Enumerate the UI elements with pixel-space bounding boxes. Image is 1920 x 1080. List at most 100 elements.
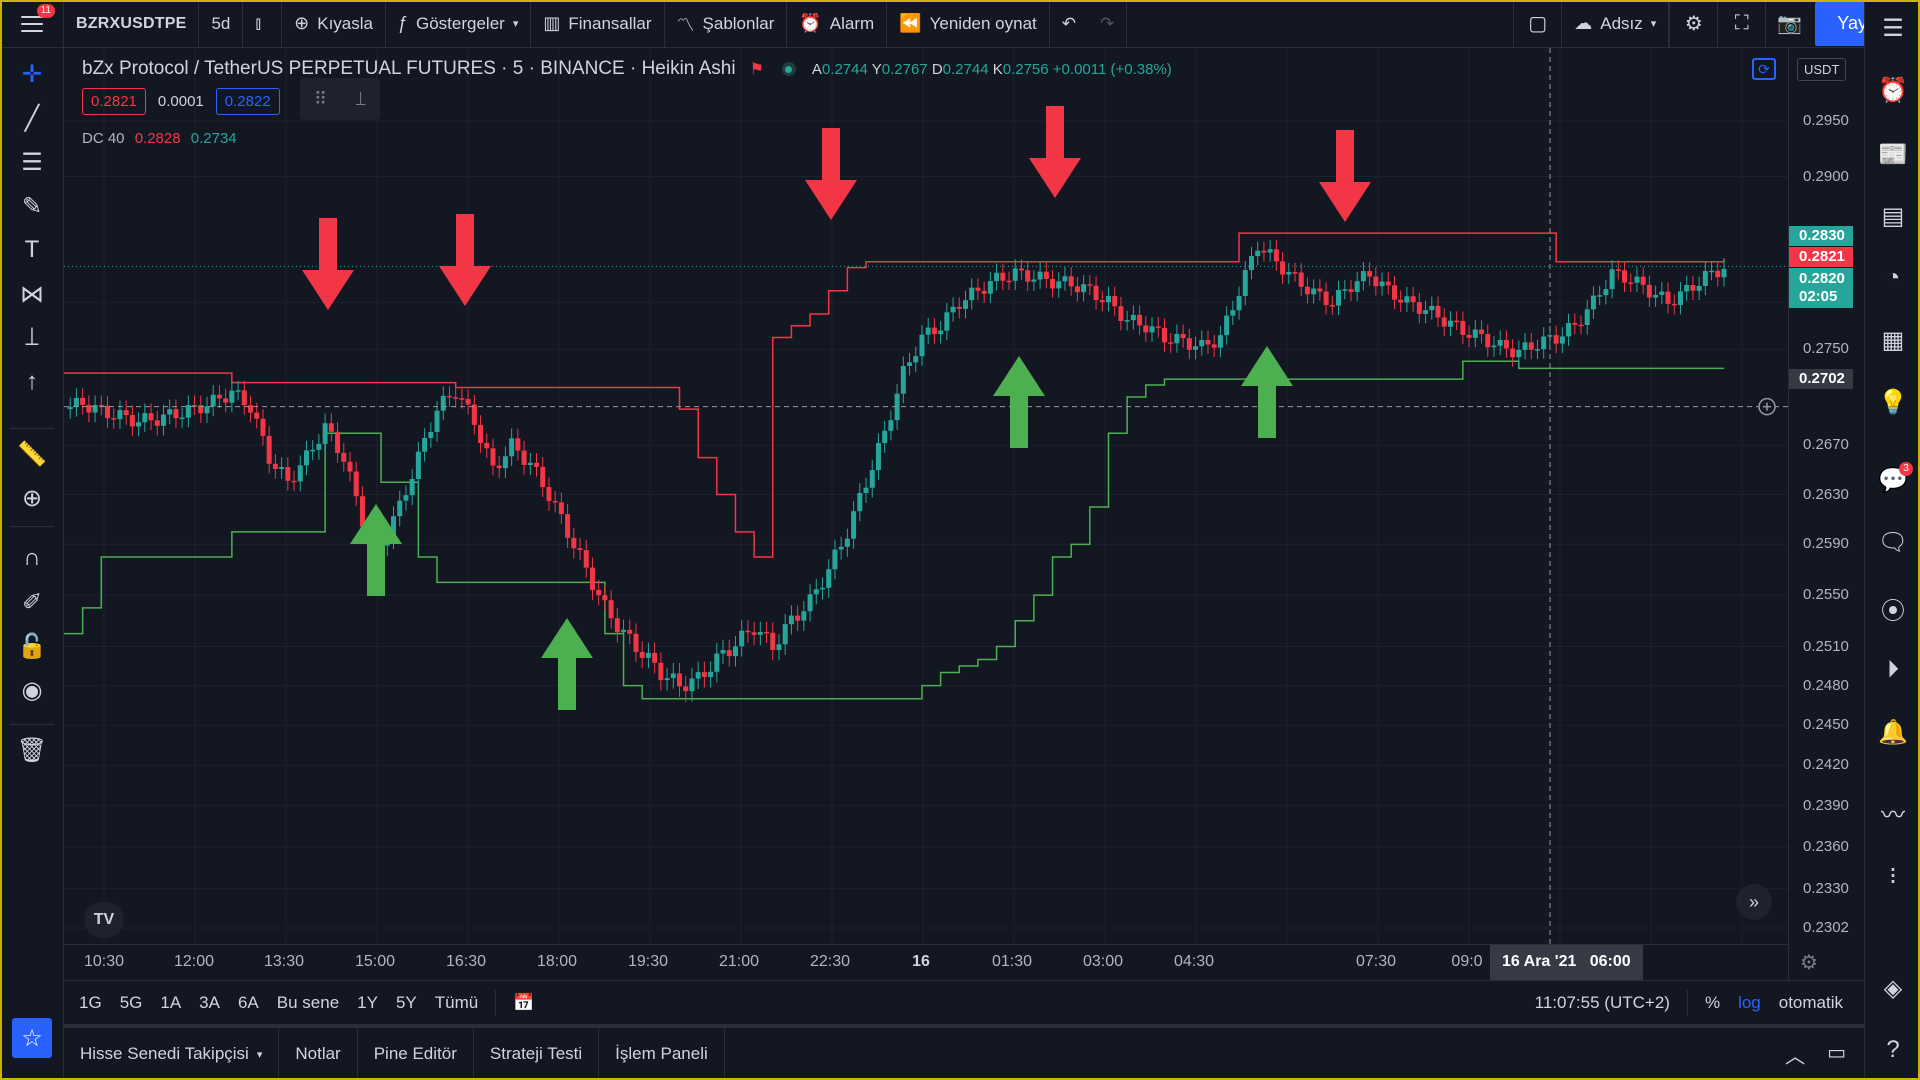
range-button[interactable]: Tümü bbox=[434, 992, 479, 1012]
ruler-tool[interactable]: 📏 bbox=[12, 436, 52, 472]
chart-pane[interactable]: bZx Protocol / TetherUS PERPETUAL FUTURE… bbox=[64, 48, 1788, 980]
percent-scale-toggle[interactable]: % bbox=[1704, 992, 1721, 1012]
tab-strategy-tester[interactable]: Strateji Testi bbox=[474, 1028, 600, 1080]
chart-type-button[interactable]: ⫾ bbox=[243, 0, 283, 48]
alarm-button[interactable]: ⏰ Alarm bbox=[787, 0, 888, 48]
range-button[interactable]: 6A bbox=[237, 992, 259, 1012]
arrow-tool[interactable]: ↑ bbox=[12, 364, 52, 400]
ideas-stream-button[interactable]: ⦿ bbox=[1873, 588, 1913, 628]
prediction-tool[interactable]: ⟘ bbox=[12, 320, 52, 356]
toolbar-divider bbox=[10, 724, 54, 725]
sync-icon[interactable]: ⟳ bbox=[1752, 58, 1776, 80]
flag-icon[interactable]: ⚑ bbox=[749, 61, 764, 78]
hotlists-button[interactable]: ◔ bbox=[1873, 258, 1913, 298]
layout-name-button[interactable]: ☁ Adsız ▾ bbox=[1561, 0, 1670, 48]
replay-button[interactable]: ⏪ Yeniden oynat bbox=[887, 0, 1050, 48]
candle-body bbox=[670, 673, 676, 679]
favorites-button[interactable]: ☆ bbox=[12, 1018, 52, 1058]
zoom-tool[interactable]: ⊕ bbox=[12, 480, 52, 516]
private-chats-button[interactable]: 🗨 bbox=[1873, 522, 1913, 562]
range-button[interactable]: 5Y bbox=[395, 992, 417, 1012]
trading-button[interactable]: 〰 bbox=[1873, 792, 1913, 832]
undo-button[interactable]: ↶ bbox=[1050, 0, 1088, 48]
currency-label[interactable]: USDT bbox=[1797, 58, 1847, 81]
axis-settings-gear-icon[interactable]: ⚙ bbox=[1800, 952, 1818, 974]
time-tick: 01:30 bbox=[991, 953, 1033, 970]
chats-button[interactable]: 💬 3 bbox=[1873, 460, 1913, 500]
ideas-button[interactable]: 💡 bbox=[1873, 382, 1913, 422]
draw-mode-tool[interactable]: ✐ bbox=[12, 584, 52, 620]
compare-button[interactable]: ⊕ Kıyasla bbox=[282, 0, 386, 48]
tab-pine-editor[interactable]: Pine Editör bbox=[358, 1028, 474, 1080]
candle-body bbox=[1423, 310, 1429, 314]
drag-handle-icon[interactable]: ⠿ bbox=[314, 88, 328, 109]
redo-button[interactable]: ↷ bbox=[1088, 0, 1128, 48]
play-circle-icon: ⏵ bbox=[1887, 656, 1899, 683]
tradingview-logo[interactable]: TV bbox=[84, 902, 124, 938]
clock-display[interactable]: 11:07:55 (UTC+2) bbox=[1534, 992, 1670, 1012]
measure-range-icon[interactable]: ⟘ bbox=[355, 88, 366, 109]
lock-tool[interactable]: 🔓 bbox=[12, 628, 52, 664]
candle-body bbox=[490, 448, 496, 466]
news-button[interactable]: 📰 bbox=[1873, 134, 1913, 174]
trend-line-tool[interactable]: ╱ bbox=[12, 100, 52, 136]
magnet-tool[interactable]: ∩ bbox=[12, 540, 52, 576]
text-tool[interactable]: T bbox=[12, 232, 52, 268]
range-button[interactable]: Bu sene bbox=[276, 992, 340, 1012]
calendar-button[interactable]: ▦ bbox=[1873, 320, 1913, 360]
log-scale-toggle[interactable]: log bbox=[1738, 992, 1761, 1012]
buy-button[interactable]: 0.2822 bbox=[215, 88, 280, 115]
range-button[interactable]: 1A bbox=[160, 992, 182, 1012]
pattern-tool[interactable]: ⋈ bbox=[12, 276, 52, 312]
data-window-button[interactable]: ▤ bbox=[1873, 196, 1913, 236]
range-button[interactable]: 5G bbox=[119, 992, 143, 1012]
price-chart[interactable] bbox=[64, 48, 1788, 944]
candle-body bbox=[527, 462, 533, 465]
scroll-to-realtime-button[interactable]: » bbox=[1736, 884, 1772, 920]
indicators-button[interactable]: ƒ Göstergeler ▾ bbox=[386, 0, 532, 48]
fullscreen-button[interactable]: ⛶ bbox=[1717, 0, 1765, 48]
range-button[interactable]: 3A bbox=[199, 992, 220, 1012]
range-button[interactable]: 1Y bbox=[357, 992, 378, 1012]
ruler-icon: 📏 bbox=[17, 440, 47, 468]
delete-tool[interactable]: 🗑 bbox=[12, 732, 52, 768]
tab-trading-panel[interactable]: İşlem Paneli bbox=[599, 1028, 725, 1080]
symbol-search-button[interactable]: BZRXUSDTPE bbox=[64, 0, 200, 48]
candle-body bbox=[254, 412, 260, 419]
brush-tool[interactable]: ✎ bbox=[12, 188, 52, 224]
maximize-panel-icon[interactable]: ▭ bbox=[1827, 1041, 1846, 1064]
candle-body bbox=[1597, 295, 1603, 297]
time-axis[interactable]: 10:30 12:00 13:30 15:00 16:30 18:00 19:30 21:00… bbox=[64, 944, 1788, 981]
snapshot-button[interactable]: 📷 bbox=[1765, 0, 1813, 48]
price-axis[interactable]: USDT 0.29500.29000.27900.27500.26700.263… bbox=[1788, 48, 1864, 980]
date-range-button[interactable]: 📅 bbox=[504, 993, 543, 1013]
candle-body bbox=[1105, 295, 1111, 303]
crosshair-tool[interactable]: ✛ bbox=[12, 56, 52, 92]
fib-tool[interactable]: ☰ bbox=[12, 144, 52, 180]
candle-body bbox=[1311, 288, 1317, 295]
notifications-button[interactable]: 🔔 bbox=[1873, 712, 1913, 752]
interval-button[interactable]: 5d bbox=[199, 0, 244, 48]
sell-button[interactable]: 0.2821 bbox=[82, 88, 146, 115]
indicator-legend[interactable]: DC 40 0.2828 0.2734 bbox=[82, 130, 237, 147]
undo-icon: ↶ bbox=[1061, 13, 1076, 33]
candle-body bbox=[540, 466, 546, 488]
layout-button[interactable]: ▢ bbox=[1513, 0, 1561, 48]
collapse-panel-icon[interactable]: ︿ bbox=[1785, 1045, 1806, 1068]
templates-button[interactable]: 〽 Şablonlar bbox=[665, 0, 788, 48]
main-menu-button[interactable]: 11 bbox=[0, 0, 64, 48]
tab-notes[interactable]: Notlar bbox=[279, 1028, 358, 1080]
settings-button[interactable]: ⚙ bbox=[1669, 0, 1717, 48]
watchlist-button[interactable]: ☰ bbox=[1873, 8, 1913, 48]
candle-body bbox=[1025, 270, 1031, 282]
alerts-button[interactable]: ⏰ bbox=[1873, 70, 1913, 110]
financials-button[interactable]: ▥ Finansallar bbox=[531, 0, 665, 48]
auto-scale-toggle[interactable]: otomatik bbox=[1778, 992, 1843, 1012]
tab-stock-screener[interactable]: Hisse Senedi Takipçisi ▾ bbox=[64, 1028, 280, 1080]
dom-button[interactable]: ⁝ bbox=[1873, 856, 1913, 896]
help-button[interactable]: ? bbox=[1873, 1030, 1913, 1070]
object-tree-button[interactable]: ◈ bbox=[1873, 968, 1913, 1008]
hide-tool[interactable]: ◉ bbox=[12, 672, 52, 708]
range-button[interactable]: 1G bbox=[79, 992, 102, 1012]
streams-button[interactable]: ⏵ bbox=[1873, 650, 1913, 690]
